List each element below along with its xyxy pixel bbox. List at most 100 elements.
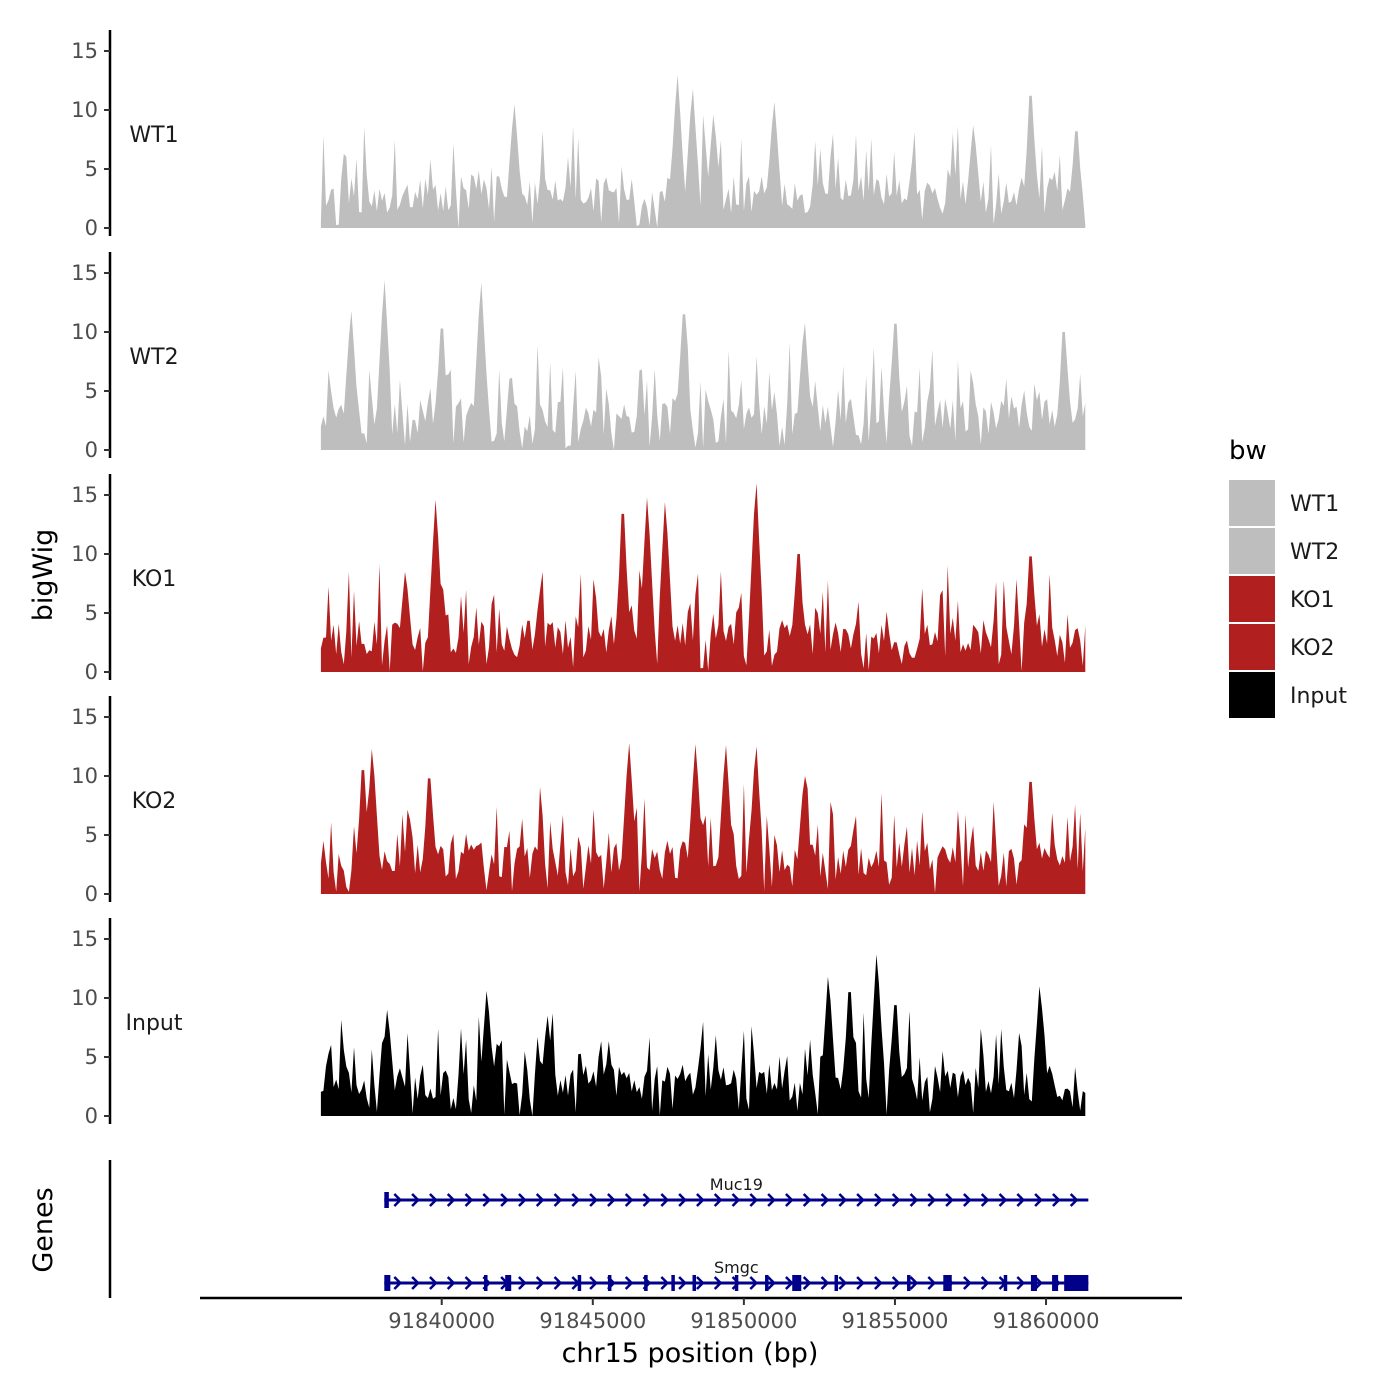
strand-arrow [909, 1193, 919, 1207]
strand-arrow [678, 1276, 687, 1290]
strand-arrow [429, 1276, 438, 1290]
legend-label: KO2 [1290, 636, 1335, 661]
y-tick-label: 5 [85, 1045, 98, 1069]
exon [1064, 1275, 1089, 1291]
strand-arrow [1034, 1276, 1043, 1290]
exon [792, 1275, 802, 1291]
legend-label: KO1 [1290, 588, 1335, 613]
exon [671, 1275, 675, 1291]
y-tick-label: 10 [71, 986, 98, 1010]
strand-arrow [411, 1193, 420, 1207]
strand-arrow [767, 1193, 776, 1207]
y-axis-title: bigWig [28, 529, 59, 622]
strand-arrow [927, 1193, 937, 1207]
track-label-input: Input [126, 1011, 183, 1036]
y-tick-label: 5 [85, 601, 98, 625]
strand-arrow [518, 1276, 527, 1290]
y-tick-label: 15 [71, 39, 98, 63]
strand-arrow [518, 1193, 527, 1207]
strand-arrow [998, 1193, 1008, 1207]
y-tick-label: 5 [85, 157, 98, 181]
strand-arrow [785, 1276, 794, 1290]
strand-arrow [874, 1193, 883, 1207]
strand-arrow [571, 1193, 581, 1207]
y-tick-label: 0 [85, 882, 98, 906]
legend-label: WT2 [1290, 540, 1339, 565]
y-tick-label: 10 [71, 764, 98, 788]
legend-item-input: Input [1229, 672, 1347, 718]
exon [644, 1275, 648, 1291]
strand-arrow [446, 1193, 456, 1207]
legend-item-wt2: WT2 [1229, 528, 1339, 574]
legend-label: Input [1290, 684, 1347, 709]
gene-label-muc19: Muc19 [710, 1175, 763, 1194]
track-label-ko1: KO1 [132, 567, 177, 592]
legend: WT1 WT2 KO1 KO2 Input [1229, 480, 1347, 718]
y-tick-label: 5 [85, 823, 98, 847]
gene-muc19: Muc19 [384, 1175, 1089, 1208]
y-tick-label: 15 [71, 261, 98, 285]
strand-arrow [874, 1276, 883, 1290]
x-tick-label: 91845000 [539, 1309, 646, 1333]
legend-swatch [1229, 624, 1275, 670]
strand-arrow [1016, 1193, 1026, 1207]
strand-arrow [945, 1193, 954, 1207]
legend-label: WT1 [1290, 492, 1339, 517]
exon [1003, 1275, 1008, 1291]
y-tick-label: 15 [71, 705, 98, 729]
strand-arrow [713, 1276, 723, 1290]
exon [734, 1275, 739, 1291]
track-label-ko2: KO2 [132, 789, 177, 814]
strand-arrow [393, 1193, 403, 1207]
strand-arrow [482, 1193, 492, 1207]
legend-title: bw [1229, 436, 1267, 466]
legend-item-ko1: KO1 [1229, 576, 1335, 622]
strand-arrow [963, 1193, 972, 1207]
track-wt2: 0 5 10 15 WT2 [71, 252, 1086, 462]
y-tick-label: 10 [71, 98, 98, 122]
track-label-wt2: WT2 [129, 345, 178, 370]
strand-arrow [749, 1276, 759, 1290]
exon [1052, 1275, 1059, 1291]
legend-swatch [1229, 576, 1275, 622]
y-tick-label: 0 [85, 216, 98, 240]
strand-arrow [446, 1276, 456, 1290]
strand-arrow [1034, 1193, 1043, 1207]
legend-swatch [1229, 528, 1275, 574]
exon [505, 1275, 512, 1291]
strand-arrow [980, 1276, 990, 1290]
x-axis: 91840000 91845000 91850000 91855000 91860000 [200, 1296, 1182, 1333]
strand-arrow [891, 1193, 901, 1207]
y-tick-label: 10 [71, 542, 98, 566]
y-tick-label: 0 [85, 660, 98, 684]
strand-arrow [802, 1276, 812, 1290]
x-tick-label: 91855000 [842, 1309, 949, 1333]
exon [943, 1275, 952, 1291]
track-input: 0 5 10 15 Input [71, 918, 1086, 1128]
strand-arrow [963, 1276, 972, 1290]
genes-axis-title: Genes [28, 1187, 59, 1272]
x-tick-label: 91840000 [388, 1309, 495, 1333]
y-tick-label: 10 [71, 320, 98, 344]
strand-arrow [820, 1193, 830, 1207]
strand-arrow [607, 1193, 616, 1207]
signal-area-input [320, 954, 1086, 1116]
strand-arrow [731, 1193, 741, 1207]
legend-swatch [1229, 480, 1275, 526]
exon [577, 1275, 582, 1291]
strand-arrow [891, 1276, 901, 1290]
strand-arrow [749, 1193, 759, 1207]
strand-arrow [767, 1276, 776, 1290]
exon [384, 1192, 389, 1208]
strand-arrow [1052, 1193, 1061, 1207]
strand-arrow [500, 1193, 509, 1207]
signal-area-wt1 [320, 74, 1086, 228]
track-label-wt1: WT1 [129, 123, 178, 148]
strand-arrow [838, 1193, 848, 1207]
strand-arrow [927, 1276, 937, 1290]
x-tick-label: 91860000 [993, 1309, 1100, 1333]
strand-arrow [589, 1193, 598, 1207]
x-tick-label: 91850000 [690, 1309, 797, 1333]
strand-arrow [535, 1276, 545, 1290]
exon [484, 1275, 488, 1291]
